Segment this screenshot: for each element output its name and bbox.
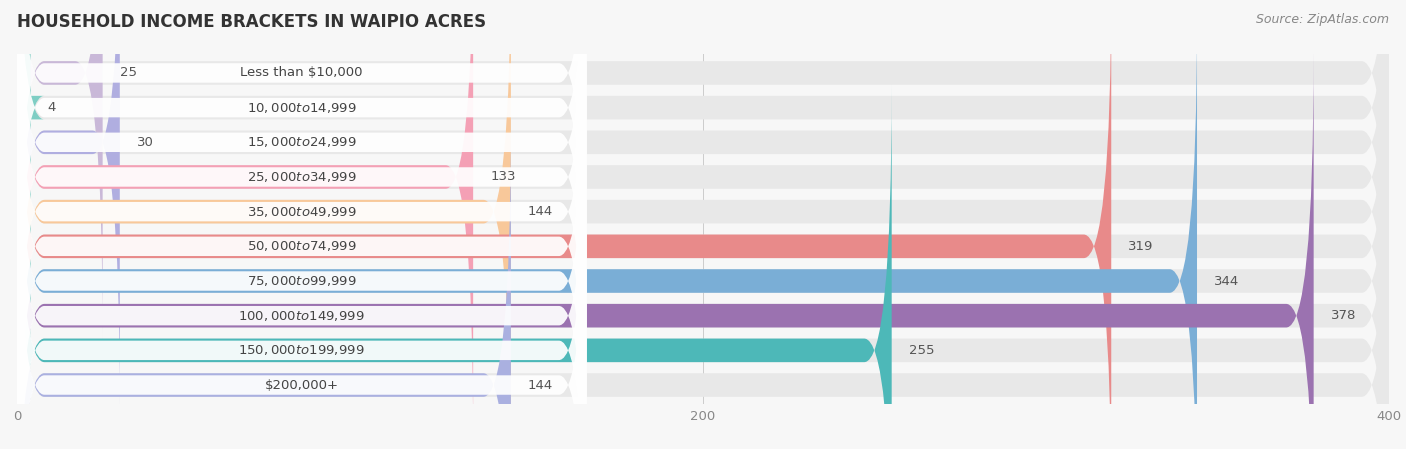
FancyBboxPatch shape — [17, 0, 586, 445]
FancyBboxPatch shape — [17, 0, 586, 341]
Text: 144: 144 — [529, 379, 554, 392]
FancyBboxPatch shape — [17, 48, 586, 449]
Text: Less than $10,000: Less than $10,000 — [240, 66, 363, 79]
Text: 378: 378 — [1331, 309, 1357, 322]
Text: $100,000 to $149,999: $100,000 to $149,999 — [239, 308, 366, 323]
Text: $150,000 to $199,999: $150,000 to $199,999 — [239, 343, 366, 357]
Text: $200,000+: $200,000+ — [264, 379, 339, 392]
FancyBboxPatch shape — [17, 0, 474, 443]
FancyBboxPatch shape — [3, 0, 45, 373]
FancyBboxPatch shape — [17, 119, 1389, 449]
Text: 30: 30 — [136, 136, 153, 149]
FancyBboxPatch shape — [17, 85, 891, 449]
FancyBboxPatch shape — [17, 0, 586, 449]
Text: 319: 319 — [1129, 240, 1154, 253]
Text: 344: 344 — [1215, 274, 1240, 287]
FancyBboxPatch shape — [17, 0, 1389, 373]
FancyBboxPatch shape — [17, 0, 1389, 443]
FancyBboxPatch shape — [17, 0, 120, 408]
Text: $50,000 to $74,999: $50,000 to $74,999 — [247, 239, 357, 253]
Text: $35,000 to $49,999: $35,000 to $49,999 — [247, 205, 357, 219]
FancyBboxPatch shape — [17, 0, 586, 410]
FancyBboxPatch shape — [17, 83, 586, 449]
FancyBboxPatch shape — [17, 0, 586, 375]
FancyBboxPatch shape — [17, 50, 1313, 449]
Text: 255: 255 — [908, 344, 935, 357]
FancyBboxPatch shape — [17, 0, 1389, 449]
Text: $75,000 to $99,999: $75,000 to $99,999 — [247, 274, 357, 288]
FancyBboxPatch shape — [17, 117, 586, 449]
FancyBboxPatch shape — [17, 0, 1389, 339]
FancyBboxPatch shape — [17, 0, 1389, 408]
Text: 144: 144 — [529, 205, 554, 218]
Text: 133: 133 — [491, 171, 516, 184]
Text: Source: ZipAtlas.com: Source: ZipAtlas.com — [1256, 13, 1389, 26]
FancyBboxPatch shape — [17, 15, 1197, 449]
FancyBboxPatch shape — [17, 0, 103, 339]
Text: $25,000 to $34,999: $25,000 to $34,999 — [247, 170, 357, 184]
FancyBboxPatch shape — [17, 15, 1389, 449]
FancyBboxPatch shape — [17, 119, 510, 449]
Text: 4: 4 — [48, 101, 56, 114]
Text: HOUSEHOLD INCOME BRACKETS IN WAIPIO ACRES: HOUSEHOLD INCOME BRACKETS IN WAIPIO ACRE… — [17, 13, 486, 31]
Text: 25: 25 — [120, 66, 136, 79]
FancyBboxPatch shape — [17, 0, 1111, 449]
FancyBboxPatch shape — [17, 13, 586, 449]
FancyBboxPatch shape — [17, 50, 1389, 449]
FancyBboxPatch shape — [17, 85, 1389, 449]
Text: $15,000 to $24,999: $15,000 to $24,999 — [247, 135, 357, 150]
FancyBboxPatch shape — [17, 0, 510, 449]
FancyBboxPatch shape — [17, 0, 586, 449]
FancyBboxPatch shape — [17, 0, 1389, 449]
Text: $10,000 to $14,999: $10,000 to $14,999 — [247, 101, 357, 114]
